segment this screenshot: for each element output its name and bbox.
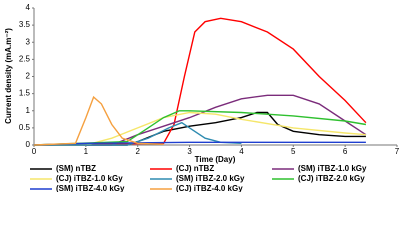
x-tick-label: 1 [84, 147, 89, 156]
legend-label: (CJ) nTBZ [176, 164, 214, 173]
y-tick-label: 2 [26, 72, 31, 81]
y-tick-label: 4 [26, 3, 31, 12]
x-tick-label: 6 [343, 147, 348, 156]
legend-label: (SM) iTBZ-2.0 kGy [176, 174, 245, 183]
series-line [33, 95, 164, 146]
series-line [34, 111, 366, 146]
chart: Current density (mA.m⁻²) Time (Day) 0 0.5… [4, 3, 400, 192]
y-tick-label: 1 [26, 106, 31, 115]
y-tick-label: 0 [26, 140, 31, 149]
legend-label: (CJ) iTBZ-4.0 kGy [176, 184, 243, 192]
x-tick-label: 4 [239, 147, 244, 156]
y-tick-label: 0.5 [19, 123, 31, 132]
legend-label: (SM) nTBZ [56, 164, 96, 173]
legend-label: (SM) iTBZ-4.0 kGy [56, 184, 125, 192]
x-axis-label: Time (Day) [195, 155, 236, 164]
y-axis-label: Current density (mA.m⁻²) [4, 28, 13, 124]
x-tick-label: 2 [135, 147, 140, 156]
legend-label: (SM) iTBZ-1.0 kGy [298, 164, 367, 173]
x-tick-label: 5 [291, 147, 296, 156]
x-tick-label: 0 [32, 147, 37, 156]
legend-label: (CJ) iTBZ-2.0 kGy [298, 174, 365, 183]
series-line [33, 17, 367, 146]
y-tick-label: 1.5 [19, 89, 31, 98]
page: Current density (mA.m⁻²) Time (Day) 0 0.5… [4, 3, 400, 192]
series-line [34, 111, 366, 146]
y-tick-label: 3.5 [19, 20, 31, 29]
x-tick-label: 7 [395, 147, 400, 156]
y-tick-label: 2.5 [19, 54, 31, 63]
x-tick-label: 3 [187, 147, 192, 156]
series-line [33, 110, 367, 146]
legend-label: (CJ) iTBZ-1.0 kGy [56, 174, 123, 183]
series-line [34, 94, 367, 146]
y-tick-label: 3 [26, 37, 31, 46]
